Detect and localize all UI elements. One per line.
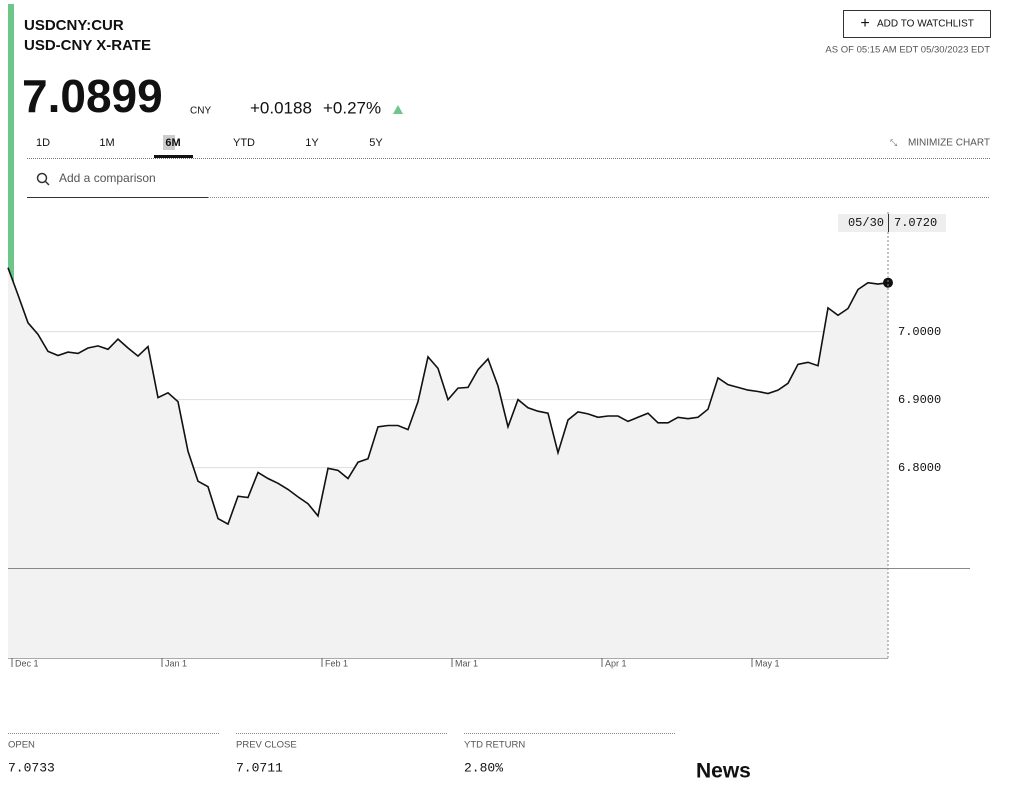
price: 7.0899 [22, 70, 163, 122]
search-icon-handle [44, 180, 50, 186]
last-point [883, 277, 893, 288]
up-arrow [393, 105, 403, 114]
x-tick-label: Feb 1 [325, 658, 348, 668]
watchlist-label[interactable]: ADD TO WATCHLIST [877, 19, 974, 30]
range-tab[interactable]: 1M [99, 137, 114, 149]
change-percent: +0.27% [323, 98, 381, 117]
ticker: USDCNY:CUR [24, 17, 124, 34]
x-tick-label: Mar 1 [455, 658, 478, 668]
x-tick-label: Jan 1 [165, 658, 187, 668]
y-tick-label: 7.0000 [898, 325, 941, 339]
change: +0.0188 [250, 98, 312, 117]
stat-value: 2.80% [464, 760, 503, 775]
active-tab-highlight [163, 135, 175, 150]
price-line [7, 267, 889, 526]
currency: CNY [190, 106, 211, 117]
area [8, 267, 888, 658]
x-tick-label: Apr 1 [605, 658, 627, 668]
tooltip-date: 05/30 [848, 216, 884, 230]
plus-icon: + [860, 15, 869, 32]
stat-value: 7.0711 [236, 760, 283, 775]
range-tab[interactable]: YTD [233, 137, 255, 149]
as-of: AS OF 05:15 AM EDT 05/30/2023 EDT [825, 45, 990, 56]
chart: BloombergMarkets6.80006.90007.000005/307… [7, 212, 970, 668]
instrument-name: USD-CNY X-RATE [24, 37, 151, 54]
minimize-chart[interactable]: MINIMIZE CHART [908, 138, 990, 149]
stat-label: YTD RETURN [464, 740, 525, 751]
y-tick-label: 6.8000 [898, 461, 941, 475]
search-icon [36, 172, 48, 184]
range-tab[interactable]: 5Y [369, 137, 383, 149]
stats: OPEN 7.0733 PREV CLOSE 7.0711 YTD RETURN 2.80… [8, 733, 676, 775]
tooltip-value: 7.0720 [894, 216, 937, 230]
stat-label: OPEN [8, 740, 35, 751]
range-tab[interactable]: 1D [36, 137, 50, 149]
stat-label: PREV CLOSE [236, 740, 297, 751]
x-tick-label: Dec 1 [15, 658, 39, 668]
news-heading: News [696, 760, 751, 783]
stat-value: 7.0733 [8, 760, 55, 775]
range-tabs: 1D 1M 6M YTD 1Y 5Y [36, 135, 383, 158]
range-tab[interactable]: 1Y [305, 137, 319, 149]
y-tick-label: 6.9000 [898, 393, 941, 407]
tooltip-box [838, 214, 946, 232]
minimize-icon: ⤡ [890, 137, 897, 147]
x-tick-label: May 1 [755, 658, 780, 668]
range-tab[interactable]: 6M [165, 137, 180, 149]
comparison-input[interactable]: Add a comparison [59, 171, 156, 185]
watchlist-button[interactable] [843, 10, 991, 38]
